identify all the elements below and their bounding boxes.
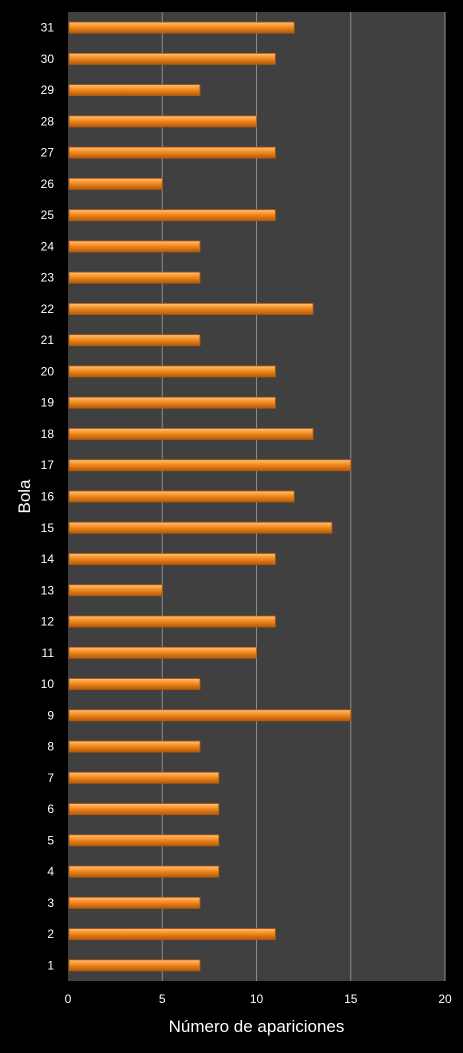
x-axis-title: Número de apariciones xyxy=(169,1017,345,1036)
bar-24 xyxy=(68,240,201,253)
x-tick-label-0: 0 xyxy=(65,992,72,1006)
bar-11 xyxy=(68,646,257,659)
x-tick-label-5: 5 xyxy=(159,992,166,1006)
bars xyxy=(68,21,352,972)
y-tick-label-6: 6 xyxy=(47,802,54,816)
y-tick-label-4: 4 xyxy=(47,865,54,879)
bar-21 xyxy=(68,334,201,347)
y-tick-label-26: 26 xyxy=(41,177,55,191)
y-tick-label-16: 16 xyxy=(41,490,55,504)
y-tick-label-10: 10 xyxy=(41,677,55,691)
y-tick-label-30: 30 xyxy=(41,52,55,66)
y-tick-label-23: 23 xyxy=(41,271,55,285)
bar-13 xyxy=(68,584,163,597)
y-tick-label-7: 7 xyxy=(47,771,54,785)
bar-25 xyxy=(68,209,276,222)
x-tick-label-15: 15 xyxy=(344,992,358,1006)
y-tick-label-5: 5 xyxy=(47,833,54,847)
bar-20 xyxy=(68,365,276,378)
y-tick-label-2: 2 xyxy=(47,927,54,941)
bar-6 xyxy=(68,803,220,815)
y-tick-label-14: 14 xyxy=(41,552,55,566)
bar-23 xyxy=(68,271,201,284)
y-tick-label-11: 11 xyxy=(42,646,55,660)
bar-16 xyxy=(68,490,295,503)
y-tick-label-9: 9 xyxy=(47,708,54,722)
bar-12 xyxy=(68,615,276,628)
x-tick-label-10: 10 xyxy=(250,992,264,1006)
y-tick-label-24: 24 xyxy=(41,239,55,253)
y-tick-label-8: 8 xyxy=(47,740,54,754)
bar-19 xyxy=(68,396,276,409)
y-tick-label-1: 1 xyxy=(47,958,54,972)
y-tick-label-27: 27 xyxy=(41,146,55,160)
bar-1 xyxy=(68,959,201,972)
y-tick-label-31: 31 xyxy=(41,21,55,35)
bar-2 xyxy=(68,928,276,941)
x-axis-tick-labels: 0 5 10 15 20 xyxy=(65,992,452,1006)
bar-5 xyxy=(68,834,220,847)
bar-7 xyxy=(68,771,220,784)
bar-18 xyxy=(68,428,314,440)
bar-30 xyxy=(68,52,276,65)
y-tick-label-18: 18 xyxy=(41,427,55,441)
y-tick-label-17: 17 xyxy=(41,458,55,472)
y-tick-label-22: 22 xyxy=(41,302,55,316)
bar-29 xyxy=(68,84,201,97)
bar-8 xyxy=(68,740,201,753)
bar-10 xyxy=(68,678,201,690)
bar-9 xyxy=(68,709,352,722)
y-axis-tick-labels: 1234567891011121314151617181920212223242… xyxy=(41,21,55,973)
y-tick-label-29: 29 xyxy=(41,83,55,97)
bar-4 xyxy=(68,865,220,878)
bar-17 xyxy=(68,459,352,472)
y-tick-label-3: 3 xyxy=(47,896,54,910)
bar-15 xyxy=(68,521,333,534)
y-tick-label-12: 12 xyxy=(41,615,55,629)
y-tick-label-13: 13 xyxy=(41,583,55,597)
bar-31 xyxy=(68,21,295,34)
y-tick-label-21: 21 xyxy=(41,333,55,347)
y-tick-label-28: 28 xyxy=(41,114,55,128)
bar-26 xyxy=(68,178,163,190)
bar-27 xyxy=(68,146,276,159)
bar-3 xyxy=(68,896,201,909)
y-tick-label-15: 15 xyxy=(41,521,55,535)
bar-14 xyxy=(68,553,276,565)
bar-22 xyxy=(68,303,314,315)
bar-28 xyxy=(68,115,257,128)
y-tick-label-25: 25 xyxy=(41,208,55,222)
y-axis-title: Bola xyxy=(15,479,34,514)
y-tick-label-19: 19 xyxy=(41,396,55,410)
x-tick-label-20: 20 xyxy=(438,992,452,1006)
y-tick-label-20: 20 xyxy=(41,364,55,378)
